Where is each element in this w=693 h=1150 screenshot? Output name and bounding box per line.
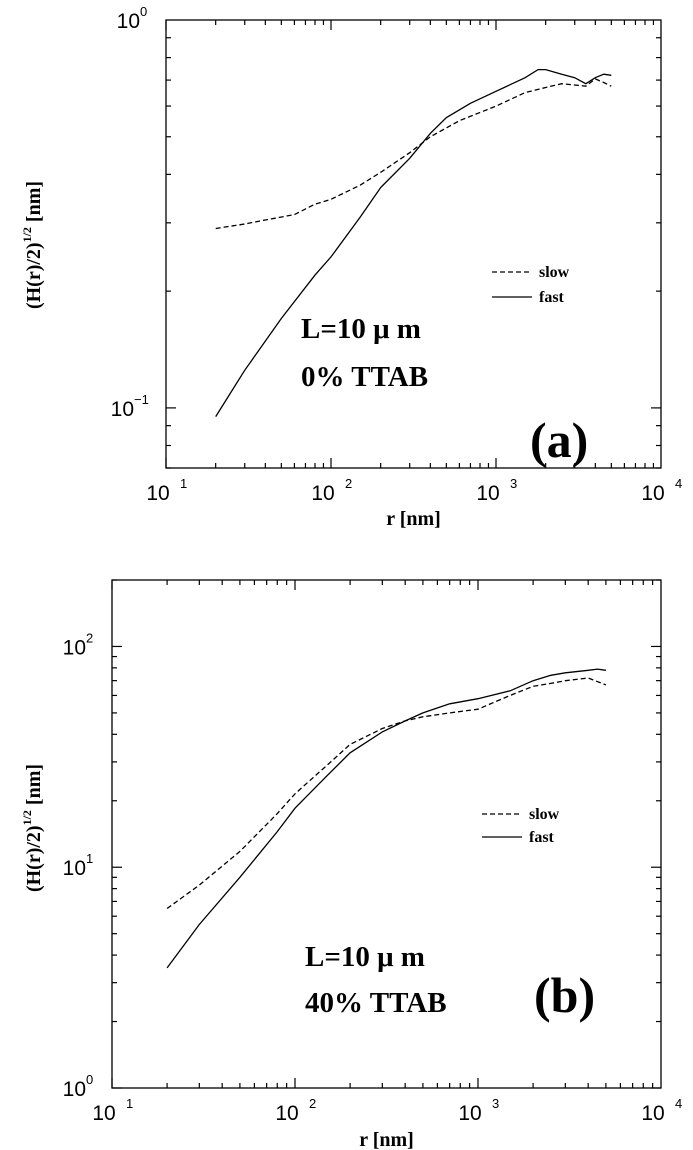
- y-axis-title: (H(r)/2)1/2 [nm]: [20, 181, 45, 309]
- plot-frame: [165, 19, 662, 469]
- y-axis-title: (H(r)/2)1/2 [nm]: [20, 764, 45, 892]
- x-axis-title: r [nm]: [386, 508, 441, 530]
- x-tick-label: 10: [458, 1102, 481, 1125]
- chart-panel-b: 10 1 10 2 10 3 10 410 010 110 2r [nm](H(r)/2)1/2 […: [20, 579, 682, 1150]
- series-line-fast: [215, 68, 612, 417]
- series-line-fast: [166, 668, 606, 969]
- chart-panel-a: 10 1 10 2 10 3 10 410 −110 0r [nm](H(r)/2)1/2 [nm…: [20, 4, 682, 530]
- x-axis-title: r [nm]: [359, 1129, 414, 1150]
- y-tick-label-exponent: 0: [140, 4, 147, 19]
- legend-label-slow: slow: [529, 806, 560, 823]
- annotation-line: 0% TTAB: [301, 361, 428, 393]
- x-tick-label: 10: [146, 482, 169, 505]
- x-tick-label-exponent: 3: [492, 1096, 499, 1111]
- series-line-slow: [215, 78, 612, 230]
- x-tick-label-exponent: 2: [345, 476, 352, 491]
- x-tick-label: 10: [311, 482, 334, 505]
- legend-label-slow: slow: [539, 264, 570, 281]
- y-tick-label-exponent: 2: [86, 630, 93, 645]
- x-tick-label: 10: [476, 482, 499, 505]
- x-tick-label-exponent: 3: [510, 476, 517, 491]
- annotation-line: L=10 μ m: [305, 941, 425, 973]
- x-tick-label: 10: [92, 1102, 115, 1125]
- x-tick-label-exponent: 4: [675, 476, 682, 491]
- y-tick-label-exponent: 1: [86, 851, 93, 866]
- plot-frame: [111, 579, 662, 1089]
- x-tick-label: 10: [641, 1102, 664, 1125]
- annotation-line: 40% TTAB: [305, 987, 447, 1019]
- annotation-line: L=10 μ m: [301, 313, 421, 345]
- y-tick-label: 10: [63, 636, 86, 659]
- y-tick-label: 10: [111, 398, 134, 421]
- y-tick-label-exponent: −1: [134, 392, 149, 407]
- y-tick-label-exponent: 0: [86, 1072, 93, 1087]
- x-tick-label-exponent: 2: [309, 1096, 316, 1111]
- y-tick-label: 10: [63, 857, 86, 880]
- panel-label: (b): [534, 967, 595, 1023]
- y-tick-label: 10: [117, 10, 140, 33]
- x-tick-label-exponent: 1: [126, 1096, 133, 1111]
- y-tick-label: 10: [63, 1078, 86, 1101]
- panel-label: (a): [530, 412, 588, 468]
- x-tick-label-exponent: 4: [675, 1096, 682, 1111]
- series-line-slow: [166, 677, 607, 910]
- x-tick-label-exponent: 1: [180, 476, 187, 491]
- x-tick-label: 10: [641, 482, 664, 505]
- legend-label-fast: fast: [539, 289, 565, 306]
- legend-label-fast: fast: [529, 829, 555, 846]
- x-tick-label: 10: [275, 1102, 298, 1125]
